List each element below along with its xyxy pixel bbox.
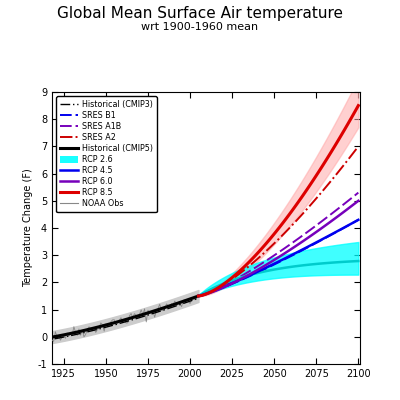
Text: wrt 1900-1960 mean: wrt 1900-1960 mean	[142, 22, 258, 32]
Legend: Historical (CMIP3), SRES B1, SRES A1B, SRES A2, Historical (CMIP5), RCP 2.6, RCP: Historical (CMIP3), SRES B1, SRES A1B, S…	[56, 96, 157, 212]
Y-axis label: Temperature Change (F): Temperature Change (F)	[23, 169, 33, 287]
Text: Global Mean Surface Air temperature: Global Mean Surface Air temperature	[57, 6, 343, 21]
